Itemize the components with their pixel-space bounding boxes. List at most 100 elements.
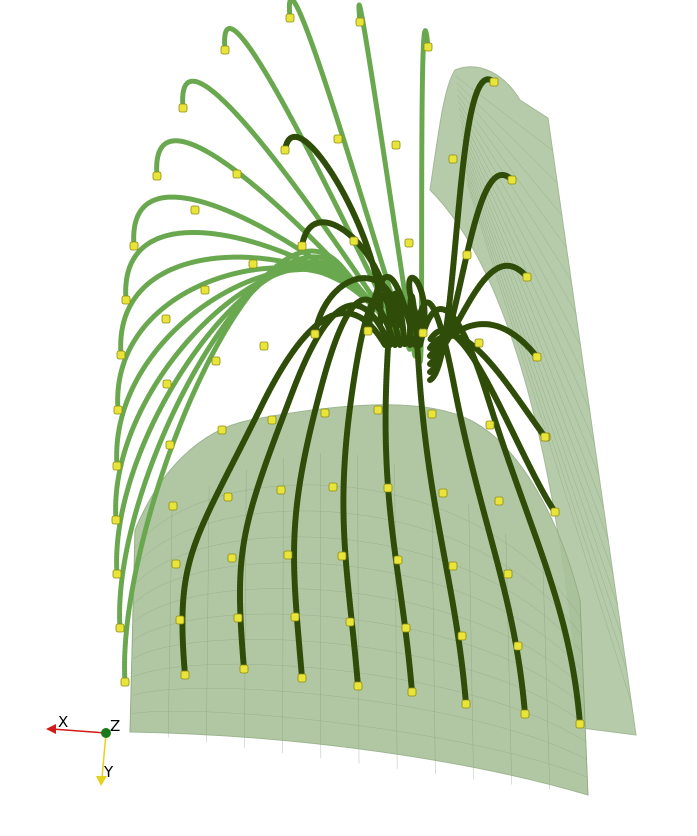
- seed-marker: [112, 569, 122, 579]
- seed-marker: [373, 405, 383, 415]
- streamline: [382, 290, 415, 695]
- seed-marker: [280, 145, 290, 155]
- seed-marker: [320, 408, 330, 418]
- mesh-line: [457, 95, 567, 249]
- seed-marker: [355, 17, 365, 27]
- seed-marker: [113, 405, 123, 415]
- mesh-line: [458, 101, 572, 281]
- mesh-line: [394, 464, 398, 769]
- streamline: [412, 299, 528, 717]
- front-surface: [129, 404, 589, 796]
- seed-marker: [489, 77, 499, 87]
- seed-marker: [507, 175, 517, 185]
- z-axis-label: Z: [110, 717, 120, 735]
- mesh-line: [466, 177, 627, 671]
- streamline: [406, 274, 428, 336]
- seed-marker: [239, 664, 249, 674]
- mesh-line: [465, 170, 623, 638]
- mesh-line: [459, 114, 581, 346]
- mesh-line: [132, 639, 586, 725]
- mesh-line: [132, 688, 587, 760]
- seed-marker: [116, 350, 126, 360]
- streamline: [427, 76, 497, 383]
- seed-markers: [111, 13, 585, 729]
- seed-marker: [165, 440, 175, 450]
- light-streamlines: [113, 0, 431, 685]
- seed-marker: [233, 613, 243, 623]
- seed-marker: [121, 295, 131, 305]
- mesh-line: [461, 133, 595, 443]
- seed-marker: [391, 140, 401, 150]
- seed-marker: [345, 617, 355, 627]
- seed-marker: [427, 409, 437, 419]
- seed-marker: [290, 612, 300, 622]
- seed-marker: [457, 631, 467, 641]
- mesh-line: [458, 107, 577, 313]
- seed-marker: [337, 551, 347, 561]
- seed-marker: [180, 670, 190, 680]
- mesh-line: [282, 458, 284, 754]
- z-axis-dot-icon: [101, 728, 111, 738]
- seed-marker: [232, 169, 242, 179]
- seed-marker: [474, 338, 484, 348]
- seed-marker: [171, 559, 181, 569]
- back-surface: [429, 66, 637, 736]
- y-axis-label: Y: [103, 763, 114, 781]
- mesh-line: [132, 663, 586, 743]
- x-axis-label: X: [58, 713, 68, 731]
- mesh-line: [455, 76, 553, 151]
- seed-marker: [248, 259, 258, 269]
- x-axis-line: [51, 728, 107, 734]
- streamline: [117, 254, 358, 631]
- mesh-line: [206, 486, 210, 743]
- seed-marker: [220, 45, 230, 55]
- seed-marker: [200, 285, 210, 295]
- seed-marker: [112, 461, 122, 471]
- seed-marker: [168, 501, 178, 511]
- orientation-axes: X Z Y: [46, 713, 120, 786]
- seed-marker: [404, 238, 414, 248]
- streamline: [417, 306, 583, 727]
- streamline: [365, 273, 413, 334]
- seed-marker: [152, 171, 162, 181]
- seed-marker: [111, 515, 121, 525]
- seed-marker: [267, 415, 277, 425]
- seed-marker: [297, 673, 307, 683]
- seed-marker: [513, 641, 523, 651]
- seed-marker: [178, 103, 188, 113]
- seed-marker: [532, 352, 542, 362]
- streamline: [406, 292, 469, 707]
- dark-streamlines: [179, 76, 583, 727]
- mesh-line: [468, 504, 474, 780]
- seed-marker: [227, 553, 237, 563]
- mesh-line: [133, 588, 584, 689]
- seed-marker: [438, 488, 448, 498]
- seed-marker: [448, 561, 458, 571]
- seed-marker: [353, 681, 363, 691]
- seed-marker: [494, 496, 504, 506]
- mesh-line: [460, 126, 590, 411]
- seed-marker: [503, 569, 513, 579]
- seed-marker: [120, 677, 130, 687]
- seed-marker: [190, 205, 200, 215]
- seed-marker: [461, 699, 471, 709]
- seed-marker: [462, 250, 472, 260]
- seed-marker: [393, 555, 403, 565]
- seed-marker: [175, 615, 185, 625]
- seed-marker: [550, 507, 560, 517]
- seed-marker: [363, 326, 373, 336]
- seed-marker: [310, 329, 320, 339]
- seed-marker: [276, 485, 286, 495]
- mesh-line: [167, 507, 173, 738]
- seed-marker: [115, 623, 125, 633]
- mesh-line: [431, 481, 436, 775]
- seed-marker: [522, 272, 532, 282]
- seed-marker: [423, 42, 433, 52]
- seed-marker: [223, 492, 233, 502]
- seed-marker: [129, 241, 139, 251]
- seed-marker: [575, 719, 585, 729]
- seed-marker: [211, 356, 221, 366]
- mesh-line: [460, 120, 586, 378]
- y-axis-line: [101, 732, 107, 779]
